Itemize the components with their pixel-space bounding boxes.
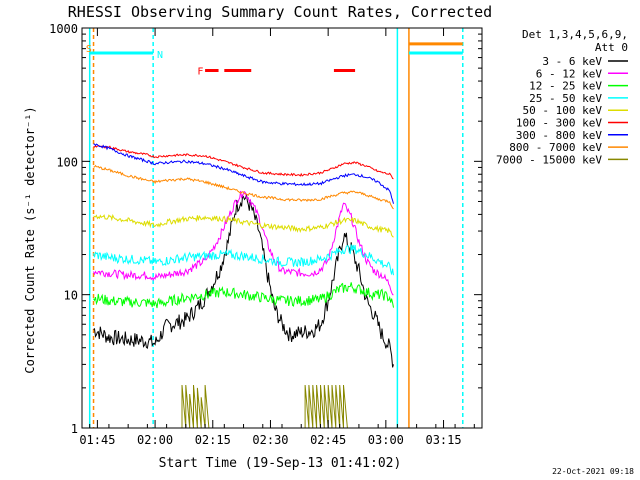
legend-header-line-1: Det 1,3,4,5,6,9, bbox=[522, 28, 628, 41]
series-line-7 bbox=[93, 164, 394, 210]
footer-timestamp: 22-Oct-2021 09:18 bbox=[552, 467, 634, 476]
flag-letter-0: S bbox=[86, 44, 92, 55]
y-tick-label-2: 100 bbox=[56, 155, 78, 169]
series-line-5 bbox=[93, 144, 394, 180]
x-tick-label-3: 02:30 bbox=[252, 433, 288, 447]
legend-label-4: 50 - 100 keV bbox=[523, 104, 603, 117]
legend-label-2: 12 - 25 keV bbox=[529, 80, 602, 93]
legend-label-8: 7000 - 15000 keV bbox=[496, 153, 602, 166]
x-tick-label-0: 01:45 bbox=[79, 433, 115, 447]
series-line-1 bbox=[93, 190, 394, 296]
series-line-0 bbox=[93, 193, 394, 368]
chart-title: RHESSI Observing Summary Count Rates, Co… bbox=[68, 3, 492, 21]
series-line-8 bbox=[181, 384, 348, 429]
flag-letters: S N F bbox=[86, 44, 204, 78]
y-tick-label-1: 10 bbox=[64, 289, 78, 303]
x-tick-label-5: 03:00 bbox=[368, 433, 404, 447]
series-line-4 bbox=[93, 213, 394, 238]
x-tick-label-2: 02:15 bbox=[195, 433, 231, 447]
y-tick-label-0: 1 bbox=[71, 422, 78, 436]
series-line-3 bbox=[93, 244, 394, 276]
legend-label-3: 25 - 50 keV bbox=[529, 92, 602, 105]
legend-label-1: 6 - 12 keV bbox=[536, 67, 603, 80]
legend-header-line-2: Att 0 bbox=[595, 41, 628, 54]
x-tick-label-6: 03:15 bbox=[425, 433, 461, 447]
series-lines bbox=[93, 143, 394, 429]
axes: 01:45 02:00 02:15 02:30 02:45 03:00 03:15 1 10 10… bbox=[49, 22, 482, 447]
flag-letter-2: F bbox=[197, 67, 203, 78]
flag-letter-1: N bbox=[157, 50, 163, 61]
series-line-2 bbox=[93, 282, 394, 309]
y-axis-label: Corrected Count Rate (s⁻¹ detector⁻¹) bbox=[23, 106, 37, 373]
series-line-6 bbox=[93, 143, 394, 204]
flag-bars bbox=[89, 42, 463, 73]
legend-label-7: 800 - 7000 keV bbox=[509, 141, 602, 154]
legend-label-5: 100 - 300 keV bbox=[516, 117, 602, 130]
x-tick-label-1: 02:00 bbox=[137, 433, 173, 447]
legend-label-6: 300 - 800 keV bbox=[516, 129, 602, 142]
flag-vertical-lines bbox=[88, 28, 464, 428]
y-tick-label-3: 1000 bbox=[49, 22, 78, 36]
legend-label-0: 3 - 6 keV bbox=[542, 55, 602, 68]
x-tick-label-4: 02:45 bbox=[310, 433, 346, 447]
x-axis-label: Start Time (19-Sep-13 01:41:02) bbox=[159, 456, 402, 471]
